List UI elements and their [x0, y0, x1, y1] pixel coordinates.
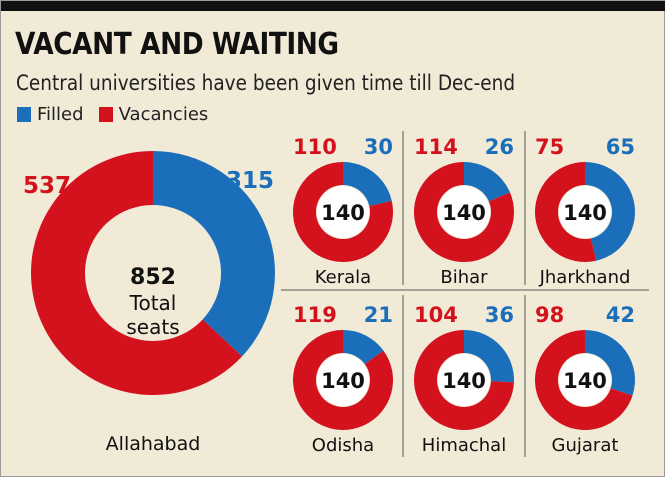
filled-value-bihar: 26 [485, 135, 514, 159]
chart-name-kerala: Kerala [315, 267, 371, 288]
filled-segment-odisha [343, 330, 384, 365]
filled-value-himachal: 36 [485, 303, 514, 327]
donut-hole-odisha [317, 354, 369, 406]
filled-segment-jharkhand [585, 162, 635, 261]
vacancies-value-jharkhand: 75 [535, 135, 564, 159]
vacancies-value-allahabad: 537 [23, 173, 71, 199]
chart-name-himachal: Himachal [422, 435, 506, 456]
center-total-jharkhand: 140 [563, 201, 607, 225]
vacancies-segment-gujarat [535, 330, 633, 430]
center-total-allahabad: 852 [130, 265, 176, 290]
legend-label-vacancies: Vacancies [118, 104, 209, 125]
chart-name-jharkhand: Jharkhand [539, 267, 631, 288]
chart-title: VACANT AND WAITING [15, 27, 339, 62]
vacancies-value-bihar: 114 [414, 135, 458, 159]
center-label-allahabad: Total [129, 291, 177, 315]
filled-segment-gujarat [585, 330, 635, 396]
filled-value-odisha: 21 [364, 303, 393, 327]
legend-item-vacancies: Vacancies [98, 104, 209, 125]
vacancies-value-himachal: 104 [414, 303, 458, 327]
filled-value-kerala: 30 [364, 135, 393, 159]
vacancies-segment-himachal [414, 330, 514, 430]
chart-name-allahabad: Allahabad [106, 433, 201, 455]
top-bar [1, 1, 665, 11]
vacancies-segment-jharkhand [534, 162, 597, 262]
donut-hole-jharkhand [559, 186, 611, 238]
vacancies-segment-odisha [292, 330, 393, 430]
donut-hole-gujarat [559, 354, 611, 406]
chart-subtitle: Central universities have been given tim… [16, 71, 516, 95]
filled-value-jharkhand: 65 [606, 135, 635, 159]
vacancies-segment-bihar [413, 162, 514, 263]
center-total-himachal: 140 [442, 369, 486, 393]
legend: Filled Vacancies [17, 104, 218, 128]
center-total-kerala: 140 [321, 201, 365, 225]
donut-hole-himachal [438, 354, 490, 406]
legend-swatch-vacancies [98, 107, 113, 122]
chart-name-gujarat: Gujarat [552, 435, 619, 456]
donut-hole-kerala [317, 186, 369, 238]
donut-hole-bihar [438, 186, 490, 238]
filled-value-allahabad: 315 [226, 168, 274, 194]
legend-swatch-filled [17, 107, 31, 122]
center-label-allahabad: seats [126, 315, 179, 339]
center-total-bihar: 140 [442, 201, 486, 225]
vacancies-value-kerala: 110 [293, 135, 337, 159]
legend-item-filled: Filled [17, 104, 84, 125]
filled-value-gujarat: 42 [606, 303, 635, 327]
filled-segment-himachal [464, 330, 514, 383]
vacancies-segment-allahabad [30, 151, 243, 396]
filled-segment-allahabad [153, 151, 275, 357]
legend-label-filled: Filled [37, 104, 84, 125]
chart-name-odisha: Odisha [312, 435, 374, 456]
chart-name-bihar: Bihar [440, 267, 488, 288]
vacancies-value-odisha: 119 [293, 303, 337, 327]
filled-segment-bihar [464, 162, 510, 202]
center-total-gujarat: 140 [563, 369, 607, 393]
center-total-odisha: 140 [321, 369, 365, 393]
filled-segment-kerala [343, 162, 392, 206]
vacancies-segment-kerala [293, 162, 393, 262]
vacancies-value-gujarat: 98 [535, 303, 564, 327]
